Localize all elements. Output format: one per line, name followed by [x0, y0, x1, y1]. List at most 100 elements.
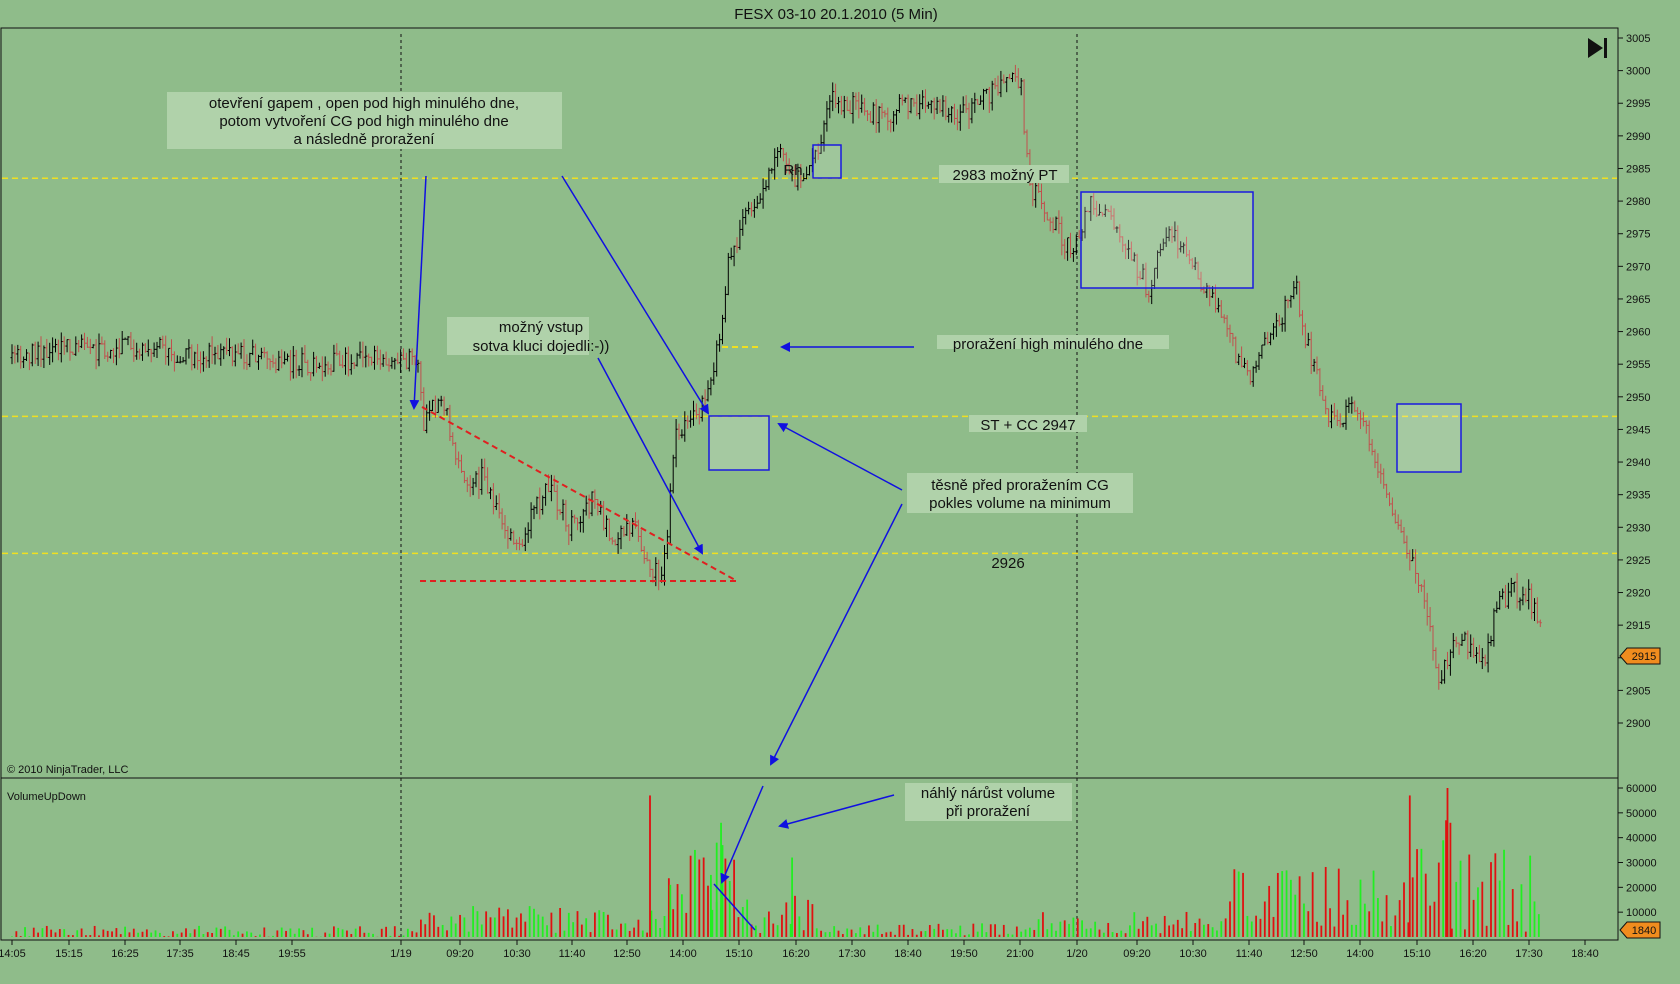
price-bar [581, 508, 585, 533]
price-bar [877, 106, 881, 133]
price-bar [1286, 298, 1290, 309]
price-bar [1518, 597, 1522, 611]
price-bar [65, 339, 69, 353]
volume-bar [894, 934, 896, 937]
time-tick-label: 15:10 [1403, 948, 1431, 960]
price-bar [802, 173, 806, 182]
price-bar [860, 94, 864, 113]
price-bar [465, 477, 469, 493]
volume-bar [602, 911, 605, 937]
price-bar [1443, 659, 1447, 684]
price-bar [1283, 295, 1287, 332]
price-bar [961, 96, 965, 113]
volume-bar [711, 909, 714, 937]
price-bar [13, 345, 17, 364]
price-bar [955, 109, 959, 131]
volume-bar [454, 923, 457, 937]
volume-bar [1203, 924, 1205, 937]
price-bar [886, 107, 890, 131]
price-bar [784, 152, 788, 174]
price-bar [848, 100, 852, 114]
price-bar [558, 509, 562, 515]
volume-bar [968, 934, 970, 937]
price-bar [106, 351, 110, 362]
price-bar [1269, 332, 1273, 346]
price-bar [1486, 633, 1490, 673]
price-bar [837, 96, 840, 114]
st-note: ST + CC 2947 [980, 417, 1075, 434]
price-bar [544, 483, 548, 506]
volume-bar [746, 899, 749, 937]
price-bar [54, 338, 57, 353]
price-bar [535, 496, 539, 515]
price-bar [77, 339, 81, 353]
volume-bar [776, 925, 779, 937]
price-bar [1437, 663, 1441, 690]
time-tick-label: 15:10 [725, 948, 753, 960]
price-bar [1477, 644, 1481, 663]
volume-bar [1250, 921, 1253, 937]
price-bar [793, 164, 797, 188]
price-bar [109, 349, 113, 359]
skip-to-end-icon[interactable] [1588, 38, 1607, 58]
price-bar [259, 347, 263, 360]
volume-bar [1172, 924, 1175, 937]
volume-bar [528, 906, 531, 937]
volume-bar [1146, 916, 1149, 937]
price-bar [123, 337, 127, 340]
price-bar [210, 336, 214, 364]
price-bar [1321, 385, 1325, 401]
volume-bar [1524, 931, 1527, 937]
price-bar [248, 352, 252, 368]
volume-bar [633, 927, 635, 937]
volume-bar [15, 931, 18, 937]
price-bar [871, 102, 875, 125]
price-bar [770, 167, 774, 174]
volume-bar [98, 935, 100, 937]
price-bar [370, 356, 374, 366]
volume-bar [707, 885, 709, 937]
arrow-volume-spike [778, 794, 895, 829]
price-bar [1013, 64, 1017, 82]
price-bar [979, 95, 983, 105]
price-tick-label: 2905 [1626, 685, 1650, 697]
price-tick-label: 2975 [1626, 229, 1650, 241]
price-bar [1074, 234, 1078, 255]
volume-bar [715, 842, 718, 937]
entry-note-line-1: možný vstup [499, 319, 583, 336]
price-bar [1231, 332, 1235, 347]
volume-bar [1490, 862, 1492, 937]
volume-bar [942, 929, 944, 937]
price-bar [1454, 636, 1458, 648]
price-bar [300, 347, 304, 378]
volume-bar [24, 927, 26, 937]
volume-bar [1385, 895, 1388, 937]
price-bar [196, 343, 200, 370]
volume-bar [476, 911, 479, 937]
price-bar [138, 348, 142, 360]
price-tick-label: 2945 [1626, 424, 1650, 436]
volume-bar [333, 926, 335, 937]
price-bar [167, 347, 171, 366]
price-bar [1228, 324, 1232, 343]
price-bar [808, 165, 811, 176]
volume-bar [837, 930, 840, 937]
price-bar [1428, 607, 1432, 632]
price-bar [27, 352, 31, 371]
price-bar [216, 344, 220, 360]
price-bar [1121, 236, 1125, 253]
volume-bar [1194, 923, 1197, 937]
volume-bar [1268, 885, 1271, 937]
volume-bar [415, 932, 418, 937]
volume-bar [1055, 930, 1057, 937]
volume-bar [1037, 919, 1040, 937]
price-bar [1318, 368, 1322, 397]
volume-bar [1011, 934, 1014, 937]
volume-bar [972, 923, 975, 937]
time-tick-label: 17:30 [1515, 948, 1543, 960]
price-bar [799, 164, 803, 189]
price-bar [1402, 526, 1406, 544]
price-bar [1182, 242, 1186, 254]
price-bar [523, 527, 527, 552]
